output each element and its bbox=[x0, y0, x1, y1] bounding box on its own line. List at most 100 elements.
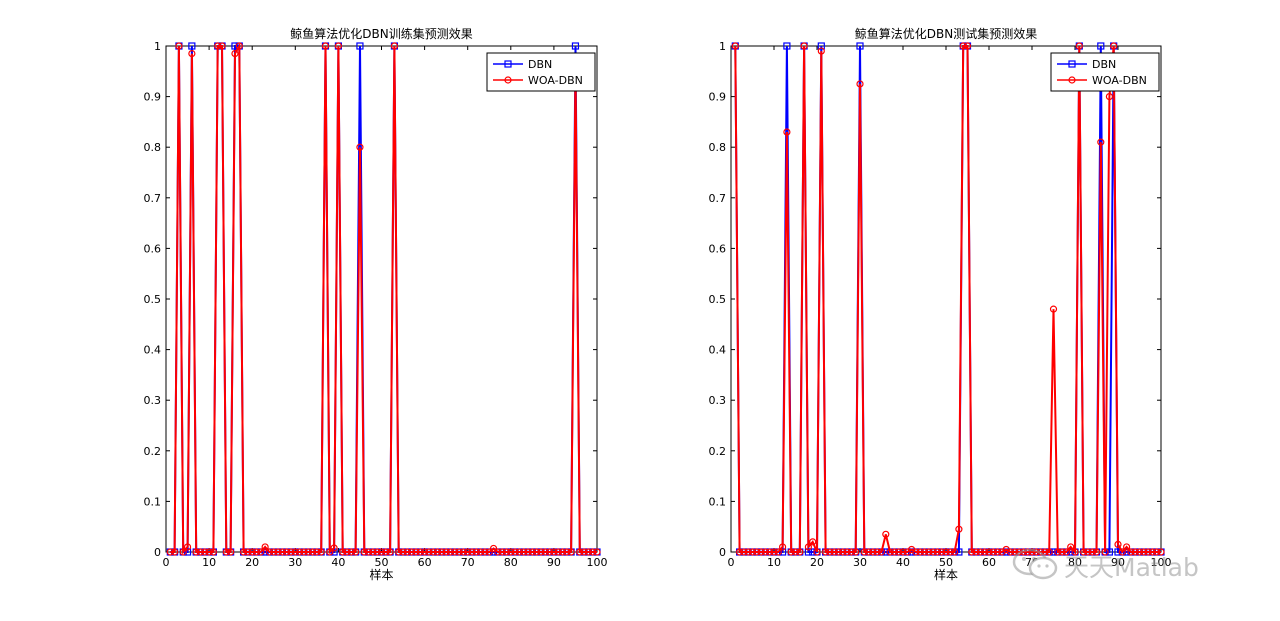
x-tick-label: 0 bbox=[163, 556, 170, 569]
data-point bbox=[791, 548, 800, 556]
y-tick-label: 0.7 bbox=[709, 192, 727, 205]
legend: DBN WOA-DBN bbox=[486, 52, 596, 92]
data-point bbox=[1071, 548, 1079, 556]
data-point bbox=[796, 548, 804, 556]
data-point bbox=[214, 42, 222, 50]
x-axis-label: 样本 bbox=[934, 567, 958, 582]
data-point bbox=[265, 548, 274, 556]
y-tick-label: 0.1 bbox=[709, 495, 727, 508]
data-point bbox=[567, 548, 575, 556]
data-point bbox=[472, 548, 480, 556]
data-point bbox=[296, 548, 304, 556]
data-point bbox=[477, 548, 485, 556]
data-point bbox=[239, 548, 248, 556]
data-point bbox=[830, 548, 838, 556]
data-point bbox=[390, 42, 399, 50]
y-tick-label: 0.3 bbox=[709, 394, 727, 407]
data-point bbox=[1049, 305, 1058, 313]
data-point bbox=[209, 548, 218, 556]
data-point bbox=[757, 548, 765, 556]
data-point bbox=[541, 548, 549, 556]
data-point bbox=[882, 548, 890, 556]
data-point bbox=[308, 548, 317, 556]
data-point bbox=[201, 548, 209, 556]
data-point bbox=[1084, 548, 1092, 556]
y-tick-label: 0.3 bbox=[144, 394, 162, 407]
data-point bbox=[166, 548, 174, 556]
x-tick-label: 10 bbox=[202, 556, 216, 569]
data-point bbox=[580, 548, 588, 556]
data-point bbox=[834, 548, 843, 556]
data-point bbox=[963, 42, 972, 50]
data-point bbox=[188, 49, 196, 58]
x-tick-label: 100 bbox=[1151, 556, 1172, 569]
legend-marker bbox=[504, 76, 512, 84]
data-point bbox=[968, 548, 976, 556]
data-point bbox=[778, 543, 787, 551]
data-point bbox=[227, 548, 235, 556]
data-point bbox=[231, 42, 239, 50]
data-point bbox=[300, 548, 308, 556]
data-point bbox=[895, 548, 903, 556]
x-tick-label: 80 bbox=[1068, 556, 1082, 569]
data-point bbox=[826, 548, 834, 556]
x-tick-label: 60 bbox=[982, 556, 996, 569]
data-point bbox=[869, 548, 877, 556]
data-point bbox=[317, 548, 325, 556]
data-point bbox=[222, 548, 230, 556]
data-point bbox=[1097, 42, 1105, 50]
data-point bbox=[1058, 548, 1066, 556]
data-point bbox=[593, 548, 601, 556]
data-point bbox=[985, 548, 993, 556]
x-tick-label: 40 bbox=[896, 556, 910, 569]
data-point bbox=[852, 548, 860, 556]
data-point bbox=[804, 543, 813, 551]
data-point bbox=[252, 548, 261, 556]
data-point bbox=[1045, 548, 1053, 556]
data-point bbox=[1127, 548, 1135, 556]
data-point bbox=[1148, 548, 1157, 556]
data-point bbox=[761, 548, 770, 556]
data-point bbox=[864, 548, 873, 556]
x-tick-label: 30 bbox=[288, 556, 302, 569]
y-tick-label: 0.5 bbox=[144, 293, 162, 306]
data-point bbox=[485, 548, 493, 556]
data-point bbox=[382, 548, 390, 556]
data-point bbox=[218, 42, 226, 50]
data-point bbox=[429, 548, 437, 556]
data-point bbox=[856, 42, 864, 50]
data-point bbox=[171, 548, 179, 556]
data-point bbox=[511, 548, 519, 556]
data-point bbox=[1101, 548, 1109, 556]
data-point bbox=[408, 548, 416, 556]
data-point bbox=[950, 548, 959, 556]
chart-train: 00.10.20.30.40.50.60.70.80.910 10 20 30 40 50… bbox=[144, 26, 608, 582]
chart-title: 鲸鱼算法优化DBN训练集预测效果 bbox=[290, 26, 472, 41]
data-point bbox=[839, 548, 847, 556]
data-point bbox=[899, 548, 907, 556]
data-point bbox=[1088, 548, 1096, 556]
data-point bbox=[1157, 548, 1165, 556]
data-point bbox=[1006, 548, 1015, 556]
x-tick-label: 70 bbox=[461, 556, 475, 569]
chart-test: 00.10.20.30.40.50.60.70.80.910 10 20 30 40 50… bbox=[709, 26, 1172, 582]
series-line bbox=[734, 45, 1161, 555]
series-line bbox=[170, 42, 597, 555]
y-tick-label: 0.7 bbox=[144, 192, 162, 205]
data-point bbox=[489, 544, 498, 553]
y-tick-label: 0.6 bbox=[144, 242, 162, 255]
y-tick-label: 0.9 bbox=[709, 91, 727, 104]
x-tick-label: 100 bbox=[587, 556, 608, 569]
data-point bbox=[821, 548, 830, 556]
x-tick-label: 90 bbox=[547, 556, 561, 569]
data-point bbox=[421, 548, 429, 556]
data-point bbox=[1114, 548, 1122, 556]
data-point bbox=[563, 548, 571, 556]
data-point bbox=[244, 548, 252, 556]
x-tick-label: 0 bbox=[728, 556, 735, 569]
data-point bbox=[1054, 548, 1062, 556]
data-point bbox=[748, 548, 757, 556]
legend: DBN WOA-DBN bbox=[1050, 52, 1160, 92]
data-point bbox=[955, 548, 963, 556]
